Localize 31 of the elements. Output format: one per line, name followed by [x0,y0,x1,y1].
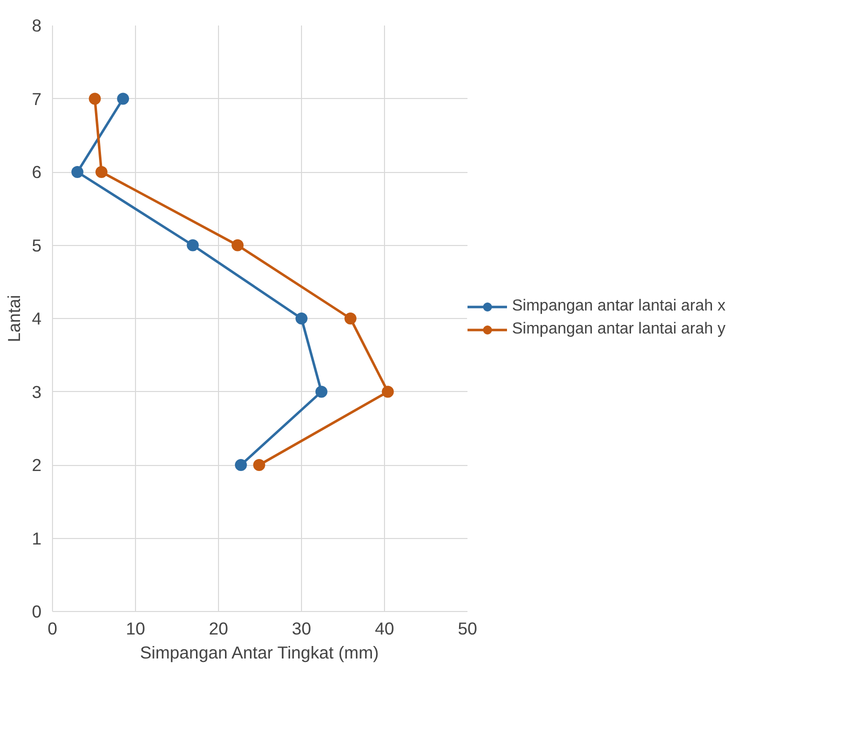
y-tick-label: 0 [32,602,42,622]
point [344,312,356,324]
legend-label: Simpangan antar lantai arah y [512,320,726,338]
point [88,92,101,105]
y-tick-label: 8 [32,16,42,36]
point [232,239,244,252]
x-tick-label: 40 [374,618,394,638]
point [71,166,84,178]
point [117,92,130,105]
x-axis-title: Simpangan Antar Tingkat (mm) [140,642,379,662]
x-tick-label: 30 [292,618,312,638]
point [315,386,328,398]
x-tick-label: 20 [208,618,228,638]
point [95,166,108,178]
point [382,386,394,398]
y-tick-label: 4 [32,308,42,328]
y-tick-label: 7 [32,88,42,109]
y-tick-label: 2 [32,455,42,475]
y-tick-label: 5 [32,235,42,256]
y-tick-label: 6 [32,162,42,182]
point [253,459,266,471]
point [234,459,247,471]
y-axis-title: Lantai [4,294,24,342]
point [186,239,199,252]
x-tick-label: 0 [48,618,58,638]
x-tick-label: 10 [126,618,146,638]
y-tick-label: 3 [32,382,42,402]
y-tick-label: 1 [32,528,42,548]
legend-label: Simpangan antar lantai arah x [512,298,726,316]
x-tick-label: 50 [458,618,478,638]
point [296,312,308,324]
